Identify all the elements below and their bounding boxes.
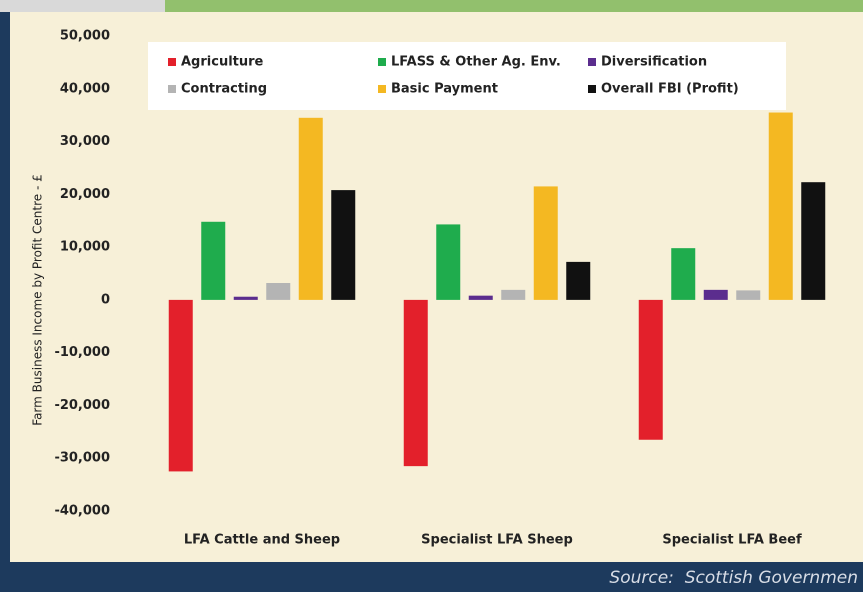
y-tick-label: 20,000 — [60, 187, 110, 202]
legend-swatch — [168, 85, 176, 93]
y-tick-label: 30,000 — [60, 134, 110, 149]
bar — [703, 289, 728, 300]
bar — [533, 186, 558, 300]
top-strip-green — [165, 0, 863, 12]
x-tick-label: Specialist LFA Sheep — [421, 533, 573, 548]
bar — [638, 299, 663, 440]
frame — [0, 12, 10, 562]
y-tick-label: 10,000 — [60, 240, 110, 255]
bar — [233, 296, 258, 300]
bar — [403, 299, 428, 467]
bar — [168, 299, 193, 472]
x-tick-label: Specialist LFA Beef — [662, 533, 802, 548]
bar — [801, 182, 826, 300]
bar — [298, 117, 323, 300]
legend-label: LFASS & Other Ag. Env. — [391, 55, 561, 70]
bar — [736, 290, 761, 300]
y-tick-label: -10,000 — [54, 345, 110, 360]
legend-label: Overall FBI (Profit) — [601, 82, 739, 97]
chart: Farm Business Income by Profit Centre - … — [0, 0, 863, 562]
y-tick-label: 0 — [101, 292, 110, 307]
legend-label: Basic Payment — [391, 82, 498, 97]
bar — [566, 261, 591, 300]
bar — [266, 283, 291, 300]
bar — [331, 190, 356, 300]
bar — [436, 224, 461, 300]
legend-swatch — [588, 85, 596, 93]
legend-swatch — [588, 58, 596, 66]
legend-swatch — [168, 58, 176, 66]
top-strip-gray — [0, 0, 165, 12]
y-tick-label: -40,000 — [54, 504, 110, 519]
bar — [501, 289, 526, 300]
bar — [768, 112, 793, 300]
bar — [468, 295, 493, 300]
y-tick-label: -20,000 — [54, 398, 110, 413]
legend-box — [148, 42, 786, 110]
legend-swatch — [378, 85, 386, 93]
legend-label: Diversification — [601, 55, 707, 70]
legend-swatch — [378, 58, 386, 66]
bar — [671, 248, 696, 300]
y-tick-label: 40,000 — [60, 81, 110, 96]
legend-label: Contracting — [181, 82, 267, 97]
legend-label: Agriculture — [181, 55, 264, 70]
y-tick-label: 50,000 — [60, 29, 110, 44]
x-tick-label: LFA Cattle and Sheep — [184, 533, 340, 548]
bar — [201, 221, 226, 300]
y-axis-title: Farm Business Income by Profit Centre - … — [31, 174, 45, 425]
y-tick-label: -30,000 — [54, 451, 110, 466]
source-note: Source: Scottish Governmen — [609, 568, 858, 588]
